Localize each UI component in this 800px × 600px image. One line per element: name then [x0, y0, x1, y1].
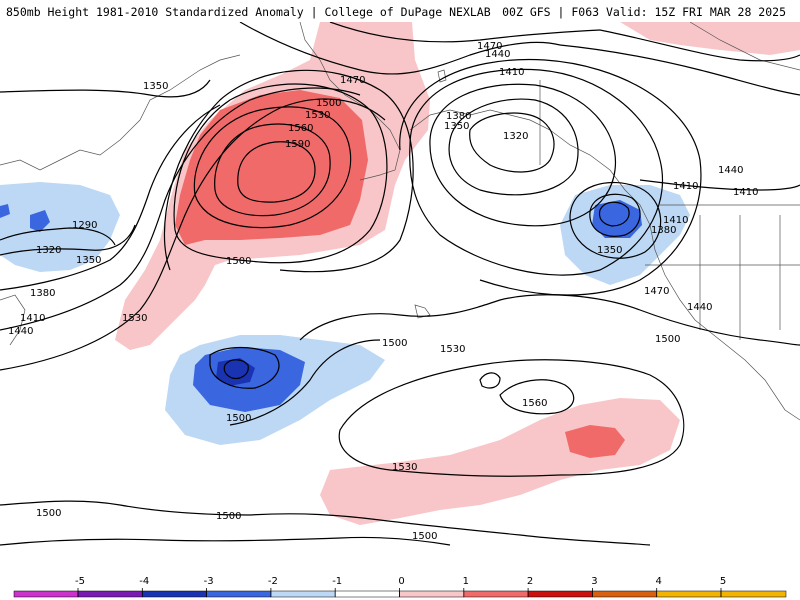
contour-label: 1320 [503, 131, 528, 142]
contour-label: 1470 [477, 41, 502, 52]
contour-label: 1500 [382, 338, 407, 349]
positive-anomaly-core [175, 90, 368, 245]
contour-label: 1320 [36, 245, 61, 256]
contour-label: 1410 [20, 313, 45, 324]
colorbar-segment [527, 590, 593, 598]
colorbar-tick-label: 0 [398, 576, 404, 587]
map-title: 850mb Height 1981-2010 Standardized Anom… [6, 5, 491, 19]
contour-label: 1350 [597, 245, 622, 256]
contour-label: 1350 [76, 255, 101, 266]
negative-anomaly-west [0, 182, 120, 272]
contour-label: 1500 [226, 413, 251, 424]
contour-label: 1560 [522, 398, 547, 409]
colorbar-tick-label: 3 [591, 576, 597, 587]
contour-label: 1440 [8, 326, 33, 337]
colorbar-tick-label: -5 [75, 576, 85, 587]
contour-label: 1440 [687, 302, 712, 313]
colorbar-segment [13, 590, 79, 598]
positive-anomaly-south-core [565, 425, 625, 458]
anomaly-map: 1350 1290 1320 1350 1380 1410 1440 1530 … [0, 22, 800, 546]
colorbar-segment [720, 590, 787, 598]
colorbar-tick-label: 1 [463, 576, 469, 587]
contour-label: 1500 [226, 256, 251, 267]
colorbar-segment [463, 590, 529, 598]
contour-label: 1500 [36, 508, 61, 519]
contour-label: 1530 [305, 110, 330, 121]
colorbar-segment [270, 590, 336, 598]
negative-anomaly-west-core2 [0, 204, 10, 218]
contour-labels: 1350 1290 1320 1350 1380 1410 1440 1530 … [8, 41, 758, 542]
colorbar-segment [334, 590, 400, 598]
contour-label: 1590 [285, 139, 310, 150]
contour-label: 1350 [444, 121, 469, 132]
contour-label: 1410 [733, 187, 758, 198]
contour-label: 1500 [655, 334, 680, 345]
colorbar-tick-label: 4 [656, 576, 662, 587]
colorbar-tick-label: 2 [527, 576, 533, 587]
negative-anomaly-east-core [592, 200, 642, 238]
contour-label: 1380 [30, 288, 55, 299]
model-run-info: 00Z GFS | F063 Valid: 15Z FRI MAR 28 202… [502, 5, 786, 19]
contour-label: 1560 [288, 123, 313, 134]
colorbar-tick-label: 5 [720, 576, 726, 587]
contour-label: 1440 [718, 165, 743, 176]
height-contours [0, 22, 800, 546]
colorbar-segment [206, 590, 272, 598]
colorbar-tick-label: -2 [268, 576, 278, 587]
contour-label: 1380 [651, 225, 676, 236]
contour-label: 1410 [673, 181, 698, 192]
colorbar-segments [13, 590, 787, 598]
negative-anomaly-west-core [30, 210, 50, 232]
colorbar-segment [592, 590, 657, 598]
colorbar-ticks: -5 -4 -3 -2 -1 0 1 2 3 4 5 [75, 576, 726, 597]
colorbar-tick-label: -4 [139, 576, 149, 587]
positive-anomaly-south [320, 398, 680, 525]
contour-label: 1410 [663, 215, 688, 226]
contour-label: 1470 [644, 286, 669, 297]
anomaly-shading [0, 22, 800, 525]
contour-label: 1470 [340, 75, 365, 86]
contour-label: 1290 [72, 220, 97, 231]
contour-label: 1530 [440, 344, 465, 355]
positive-anomaly-ne [620, 22, 800, 55]
coastlines [0, 22, 800, 421]
colorbar-segment [142, 590, 207, 598]
anomaly-colorbar: -5 -4 -3 -2 -1 0 1 2 3 4 5 [13, 576, 787, 598]
contour-label: 1530 [392, 462, 417, 473]
contour-label: 1500 [316, 98, 341, 109]
colorbar-tick-label: -1 [332, 576, 342, 587]
contour-label: 1410 [499, 67, 524, 78]
contour-label: 1380 [446, 111, 471, 122]
contour-label: 1500 [216, 511, 241, 522]
colorbar-segment [77, 590, 143, 598]
contour-label: 1500 [412, 531, 437, 542]
colorbar-segment [656, 590, 722, 598]
colorbar-tick-label: -3 [204, 576, 214, 587]
colorbar-segment [399, 590, 465, 598]
negative-anomaly-central-min [216, 358, 255, 386]
contour-label: 1440 [485, 49, 510, 60]
contour-label: 1350 [143, 81, 168, 92]
contour-label: 1530 [122, 313, 147, 324]
